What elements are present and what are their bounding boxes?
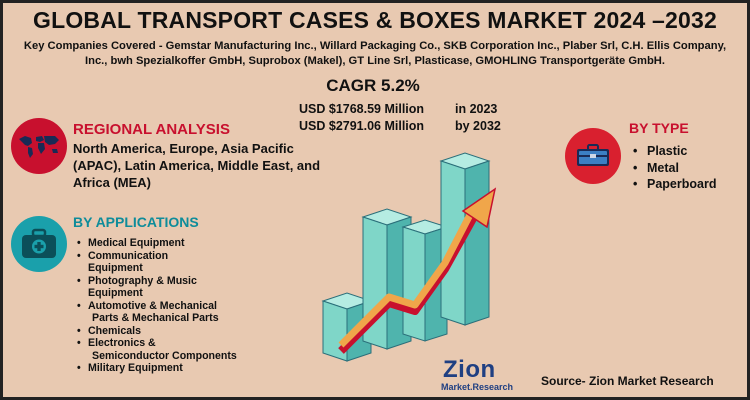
page-title: GLOBAL TRANSPORT CASES & BOXES MARKET 20… [32, 7, 717, 33]
by-type-title: BY TYPE [629, 120, 689, 136]
logo-wordmark: Zion [443, 356, 496, 383]
world-map-icon [19, 136, 59, 158]
value-2023: USD $1768.59 Million [299, 102, 425, 116]
type-circle [565, 128, 621, 184]
list-item: Military Equipment [75, 362, 275, 375]
key-companies-text: Key Companies Covered - Gemstar Manufact… [23, 40, 727, 67]
list-item: Medical Equipment [75, 237, 275, 250]
growth-bar-illustration [321, 152, 497, 362]
applications-circle [11, 216, 67, 272]
type-list: Plastic Metal Paperboard [631, 143, 716, 193]
value-2032: USD $2791.06 Million [299, 119, 425, 133]
list-item: Plastic [631, 143, 716, 160]
year-2032-label: by 2032 [455, 119, 501, 133]
growth-arrow [338, 187, 497, 354]
regions-text: North America, Europe, Asia Pacific (APA… [73, 141, 321, 190]
applications-title: BY APPLICATIONS [73, 214, 199, 230]
regional-analysis-title: REGIONAL ANALYSIS [73, 121, 230, 138]
cagr-value: CAGR 5.2% [326, 76, 420, 95]
list-item: Chemicals [75, 325, 275, 338]
medical-case-icon [22, 228, 56, 258]
toolbox-icon [577, 144, 609, 166]
source-credit: Source- Zion Market Research [541, 374, 714, 388]
list-item: Paperboard [631, 176, 716, 193]
list-item: Metal [631, 160, 716, 177]
year-2023-label: in 2023 [455, 102, 498, 116]
applications-list: Medical Equipment CommunicationEquipment… [75, 237, 275, 375]
list-item: Electronics &Semiconductor Components [75, 337, 275, 362]
zion-logo: Zion Market.Research [439, 356, 519, 397]
logo-subtitle: Market.Research [441, 382, 514, 392]
list-item: Photography & Music Equipment [75, 275, 275, 300]
regional-circle [11, 118, 67, 174]
